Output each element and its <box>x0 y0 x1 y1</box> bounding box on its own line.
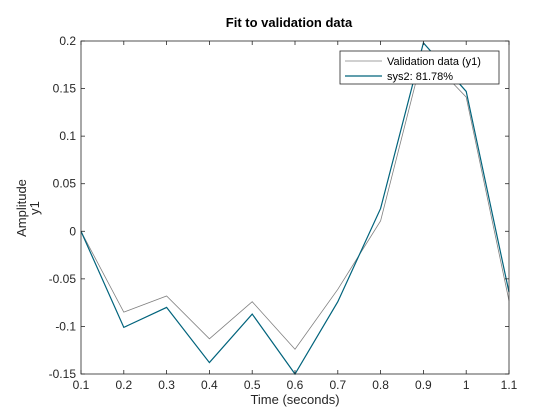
x-tick-label: 1.1 <box>501 378 518 392</box>
x-tick-label: 0.5 <box>244 378 261 392</box>
x-tick-label: 0.3 <box>158 378 175 392</box>
y-tick-label: -0.05 <box>49 272 77 286</box>
legend: Validation data (y1) sys2: 81.78% <box>339 50 500 85</box>
y-tick-label: 0.1 <box>59 129 76 143</box>
chart-title: Fit to validation data <box>226 15 353 30</box>
legend-box <box>339 50 500 85</box>
x-tick-label: 0.2 <box>115 378 132 392</box>
x-tick-label: 0.6 <box>287 378 304 392</box>
x-tick-label: 0.9 <box>415 378 432 392</box>
x-axis-ticks: 0.1 0.2 0.3 0.4 0.5 0.6 0.7 0.8 0.9 1 1.1 <box>73 41 518 392</box>
y-tick-label: 0.15 <box>53 82 77 96</box>
x-axis-label: Time (seconds) <box>250 392 339 407</box>
plot-area <box>81 41 509 374</box>
y-tick-label: 0.2 <box>59 34 76 48</box>
y-tick-label: 0.05 <box>53 177 77 191</box>
y-tick-label: -0.15 <box>49 367 77 381</box>
y-axis-sublabel: y1 <box>27 201 42 215</box>
y-axis-label: Amplitude <box>14 179 29 237</box>
y-tick-label: 0 <box>69 224 76 238</box>
x-tick-label: 0.4 <box>201 378 218 392</box>
legend-label-sys2: sys2: 81.78% <box>387 71 453 83</box>
x-tick-label: 0.7 <box>329 378 346 392</box>
x-tick-label: 0.8 <box>372 378 389 392</box>
y-axis-ticks: -0.15 -0.1 -0.05 0 0.05 0.1 0.15 0.2 <box>49 34 509 381</box>
x-tick-label: 0.1 <box>73 378 90 392</box>
legend-label-validation: Validation data (y1) <box>387 56 481 68</box>
y-tick-label: -0.1 <box>55 319 76 333</box>
x-tick-label: 1 <box>463 378 470 392</box>
